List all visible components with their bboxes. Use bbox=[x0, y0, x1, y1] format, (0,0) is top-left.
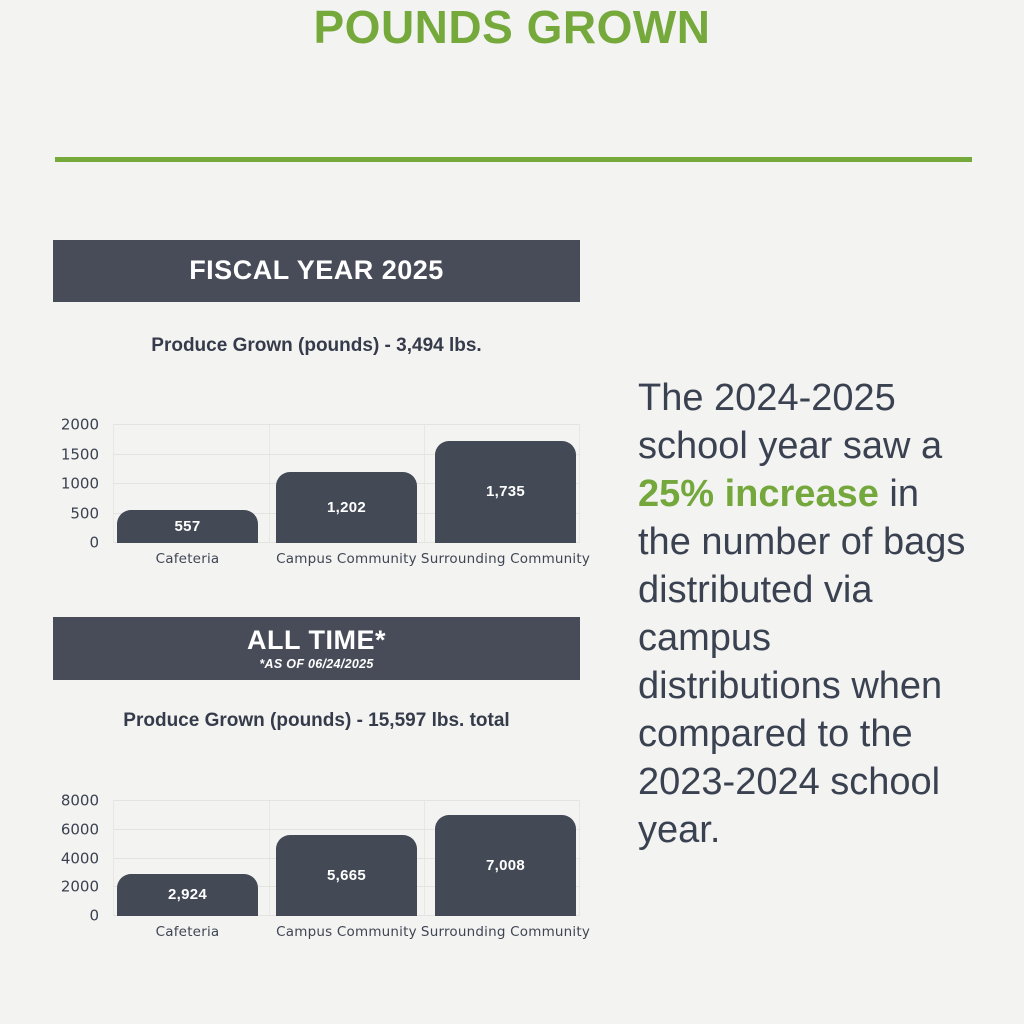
y-axis-tick-label: 8000 bbox=[60, 791, 99, 810]
vertical-gridline bbox=[579, 425, 580, 543]
fiscal-year-bar-chart: 0 500 1000 1500 2000 557 Cafeteria 1,202 Campus… bbox=[53, 417, 590, 567]
vertical-gridline bbox=[424, 801, 426, 916]
bar-cafeteria: 2,924 bbox=[117, 873, 258, 916]
bar-slot: 1,735 Surrounding Community bbox=[421, 425, 590, 567]
all-time-chart-title: Produce Grown (pounds) - 15,597 lbs. tot… bbox=[123, 710, 510, 731]
narrative-text-after: in the number of bags distributed via ca… bbox=[638, 473, 966, 851]
bar-value-label: 7,008 bbox=[485, 857, 526, 875]
bar-campus-community: 1,202 bbox=[276, 472, 417, 543]
bar-cafeteria: 557 bbox=[117, 510, 258, 543]
bar-value-label: 2,924 bbox=[167, 886, 208, 904]
vertical-gridline bbox=[268, 801, 270, 916]
bar-surrounding-community: 1,735 bbox=[435, 440, 576, 543]
y-axis: 0 2000 4000 6000 8000 bbox=[53, 793, 113, 923]
y-axis-tick-label: 2000 bbox=[60, 415, 99, 434]
narrative-text-before: The 2024-2025 school year saw a bbox=[638, 377, 943, 467]
category-label: Cafeteria bbox=[155, 924, 220, 940]
category-label: Surrounding Community bbox=[420, 924, 591, 940]
fiscal-year-chart-title: Produce Grown (pounds) - 3,494 lbs. bbox=[151, 335, 482, 356]
category-label: Surrounding Community bbox=[420, 551, 591, 567]
category-label: Cafeteria bbox=[155, 551, 220, 567]
vertical-gridline bbox=[579, 801, 580, 916]
gridline bbox=[113, 453, 580, 455]
bar-slot: 2,924 Cafeteria bbox=[117, 801, 258, 940]
vertical-gridline bbox=[113, 801, 114, 916]
fiscal-year-banner-label: FISCAL YEAR 2025 bbox=[189, 255, 444, 286]
narrative-highlight-text: 25% increase bbox=[638, 473, 879, 515]
bar-value-label: 557 bbox=[174, 518, 201, 536]
vertical-gridline bbox=[113, 425, 114, 543]
bar-value-label: 1,735 bbox=[485, 483, 526, 501]
y-axis-tick-label: 1000 bbox=[60, 474, 99, 493]
gridline bbox=[113, 828, 580, 830]
vertical-gridline bbox=[424, 425, 426, 543]
y-axis-tick-label: 6000 bbox=[60, 820, 99, 839]
all-time-banner-note: *AS OF 06/24/2025 bbox=[259, 657, 374, 672]
y-axis-tick-label: 0 bbox=[89, 906, 99, 925]
gridline bbox=[113, 424, 580, 425]
y-axis-tick-label: 500 bbox=[70, 504, 99, 522]
bar-slot: 7,008 Surrounding Community bbox=[421, 801, 590, 940]
all-time-bar-chart: 0 2000 4000 6000 8000 2,924 Cafeteria 5,665 Cam… bbox=[53, 793, 590, 940]
plot-area: 2,924 Cafeteria 5,665 Campus Community 7,008… bbox=[113, 800, 590, 940]
category-label: Campus Community bbox=[276, 924, 417, 940]
y-axis-tick-label: 0 bbox=[89, 533, 99, 552]
all-time-banner: ALL TIME* *AS OF 06/24/2025 bbox=[53, 617, 580, 680]
bar-surrounding-community: 7,008 bbox=[435, 815, 576, 916]
gridline bbox=[113, 800, 580, 801]
y-axis-tick-label: 4000 bbox=[60, 849, 99, 867]
all-time-banner-label: ALL TIME* bbox=[247, 624, 386, 655]
y-axis-tick-label: 1500 bbox=[60, 445, 99, 463]
bar-value-label: 1,202 bbox=[326, 499, 367, 517]
y-axis-tick-label: 2000 bbox=[60, 877, 99, 896]
narrative-paragraph: The 2024-2025 school year saw a 25% incr… bbox=[638, 374, 974, 854]
bar-slot: 1,202 Campus Community bbox=[276, 425, 417, 567]
y-axis: 0 500 1000 1500 2000 bbox=[53, 417, 113, 550]
bar-slot: 557 Cafeteria bbox=[117, 425, 258, 567]
fiscal-year-banner: FISCAL YEAR 2025 bbox=[53, 240, 580, 302]
bar-campus-community: 5,665 bbox=[276, 834, 417, 916]
bar-slot: 5,665 Campus Community bbox=[276, 801, 417, 940]
plot-area: 557 Cafeteria 1,202 Campus Community 1,735 Su… bbox=[113, 424, 590, 567]
category-label: Campus Community bbox=[276, 551, 417, 567]
page-title: POUNDS GROWN bbox=[313, 1, 711, 53]
bar-value-label: 5,665 bbox=[326, 866, 367, 884]
vertical-gridline bbox=[268, 425, 270, 543]
title-underline-rule bbox=[55, 157, 972, 162]
